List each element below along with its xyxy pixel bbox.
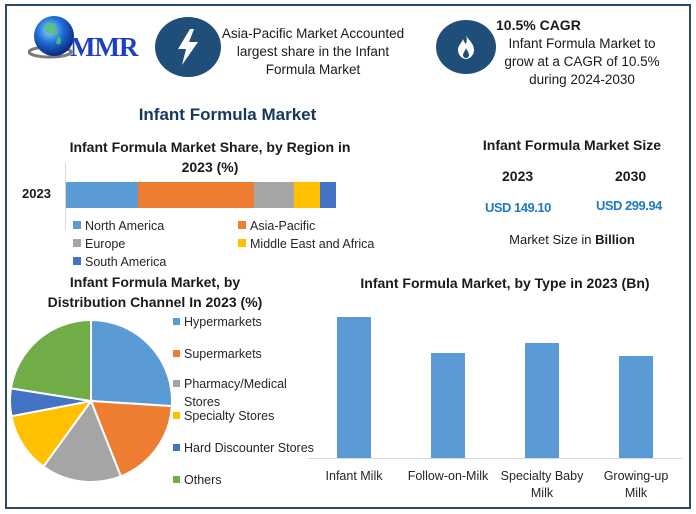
region-bar-segment [254, 182, 295, 208]
type-bar [619, 356, 653, 458]
market-size-2023-value: USD 149.10 [485, 200, 551, 215]
pie-slice [10, 399, 94, 468]
legend-item: Hard Discounter Stores [173, 439, 314, 457]
pie-slice [89, 399, 173, 478]
legend-item: South America [73, 255, 166, 269]
legend-label: Stores [184, 395, 221, 409]
type-bar [525, 343, 559, 458]
apac-share-text: Asia-Pacific Market Accounted largest sh… [221, 26, 405, 77]
logo-text: MMR [70, 32, 138, 62]
type-chart-axis [308, 458, 683, 459]
type-category-label: Specialty Baby Milk [500, 469, 584, 500]
region-bar-segment [138, 182, 255, 208]
legend-item: Asia-Pacific [238, 219, 315, 233]
legend-item: Europe [73, 237, 125, 251]
legend-label: South America [85, 255, 167, 269]
legend-item: North America [73, 219, 164, 233]
legend-swatch [73, 221, 81, 229]
distribution-chart-title: Infant Formula Market, by Distribution C… [47, 274, 263, 310]
legend-label: Asia-Pacific [250, 219, 316, 233]
legend-item: Middle East and Africa [238, 237, 374, 251]
legend-label: Supermarkets [184, 347, 262, 361]
region-stacked-bar [66, 182, 336, 208]
pie-slice [41, 398, 123, 483]
flame-icon [458, 35, 474, 59]
lightning-badge [155, 17, 221, 77]
type-category-label: Follow-on-Milk [407, 469, 489, 483]
legend-label: Hypermarkets [184, 315, 262, 329]
pie-slice [9, 318, 92, 403]
legend-item: Specialty Stores [173, 407, 274, 425]
region-chart-axis [65, 163, 66, 230]
legend-label: Others [184, 473, 222, 487]
legend-swatch [173, 380, 180, 387]
market-size-2030-value: USD 299.94 [596, 198, 662, 213]
page-title: Infant Formula Market [138, 105, 317, 124]
infographic-frame [5, 4, 691, 509]
legend-swatch [238, 239, 246, 247]
legend-label: Specialty Stores [184, 409, 275, 423]
cagr-text: Infant Formula Market to grow at a CAGR … [504, 36, 660, 87]
region-bar-segment [320, 182, 336, 208]
lightning-icon [178, 29, 198, 65]
globe-logo-icon [28, 16, 74, 59]
cagr-title: 10.5% CAGR [496, 17, 581, 33]
region-bar-segment [294, 182, 321, 208]
year-2030-label: 2030 [615, 168, 647, 184]
region-chart-category-label: 2023 [22, 186, 51, 201]
legend-label: Pharmacy/Medical [184, 377, 287, 391]
pie-slice [90, 318, 173, 408]
legend-swatch [173, 350, 180, 357]
legend-swatch [173, 476, 180, 483]
region-chart-title: Infant Formula Market Share, by Region i… [69, 139, 351, 175]
legend-label: Middle East and Africa [250, 237, 375, 251]
year-2023-label: 2023 [502, 168, 534, 184]
legend-label: Hard Discounter Stores [184, 441, 314, 455]
legend-item: Hypermarkets [173, 313, 262, 331]
legend-swatch [238, 221, 246, 229]
type-bar [431, 353, 465, 458]
legend-item: Pharmacy/Medical Stores [173, 375, 287, 411]
legend-swatch [173, 444, 180, 451]
legend-label: Europe [85, 237, 126, 251]
legend-swatch [73, 257, 81, 265]
distribution-pie-chart [9, 318, 173, 483]
type-bar [337, 317, 371, 458]
legend-swatch [173, 318, 180, 325]
legend-label: North America [85, 219, 165, 233]
legend-swatch [73, 239, 81, 247]
type-chart-title: Infant Formula Market, by Type in 2023 (… [360, 275, 650, 291]
legend-item: Supermarkets [173, 345, 262, 363]
flame-badge [436, 20, 496, 74]
legend-item: Others [173, 471, 222, 489]
market-size-note: Market Size in Billion [509, 232, 635, 247]
region-bar-segment [66, 182, 139, 208]
type-category-label: Infant Milk [325, 469, 383, 483]
legend-swatch [173, 412, 180, 419]
type-category-label: Growing-up Milk [603, 469, 669, 500]
market-size-title: Infant Formula Market Size [482, 137, 662, 153]
